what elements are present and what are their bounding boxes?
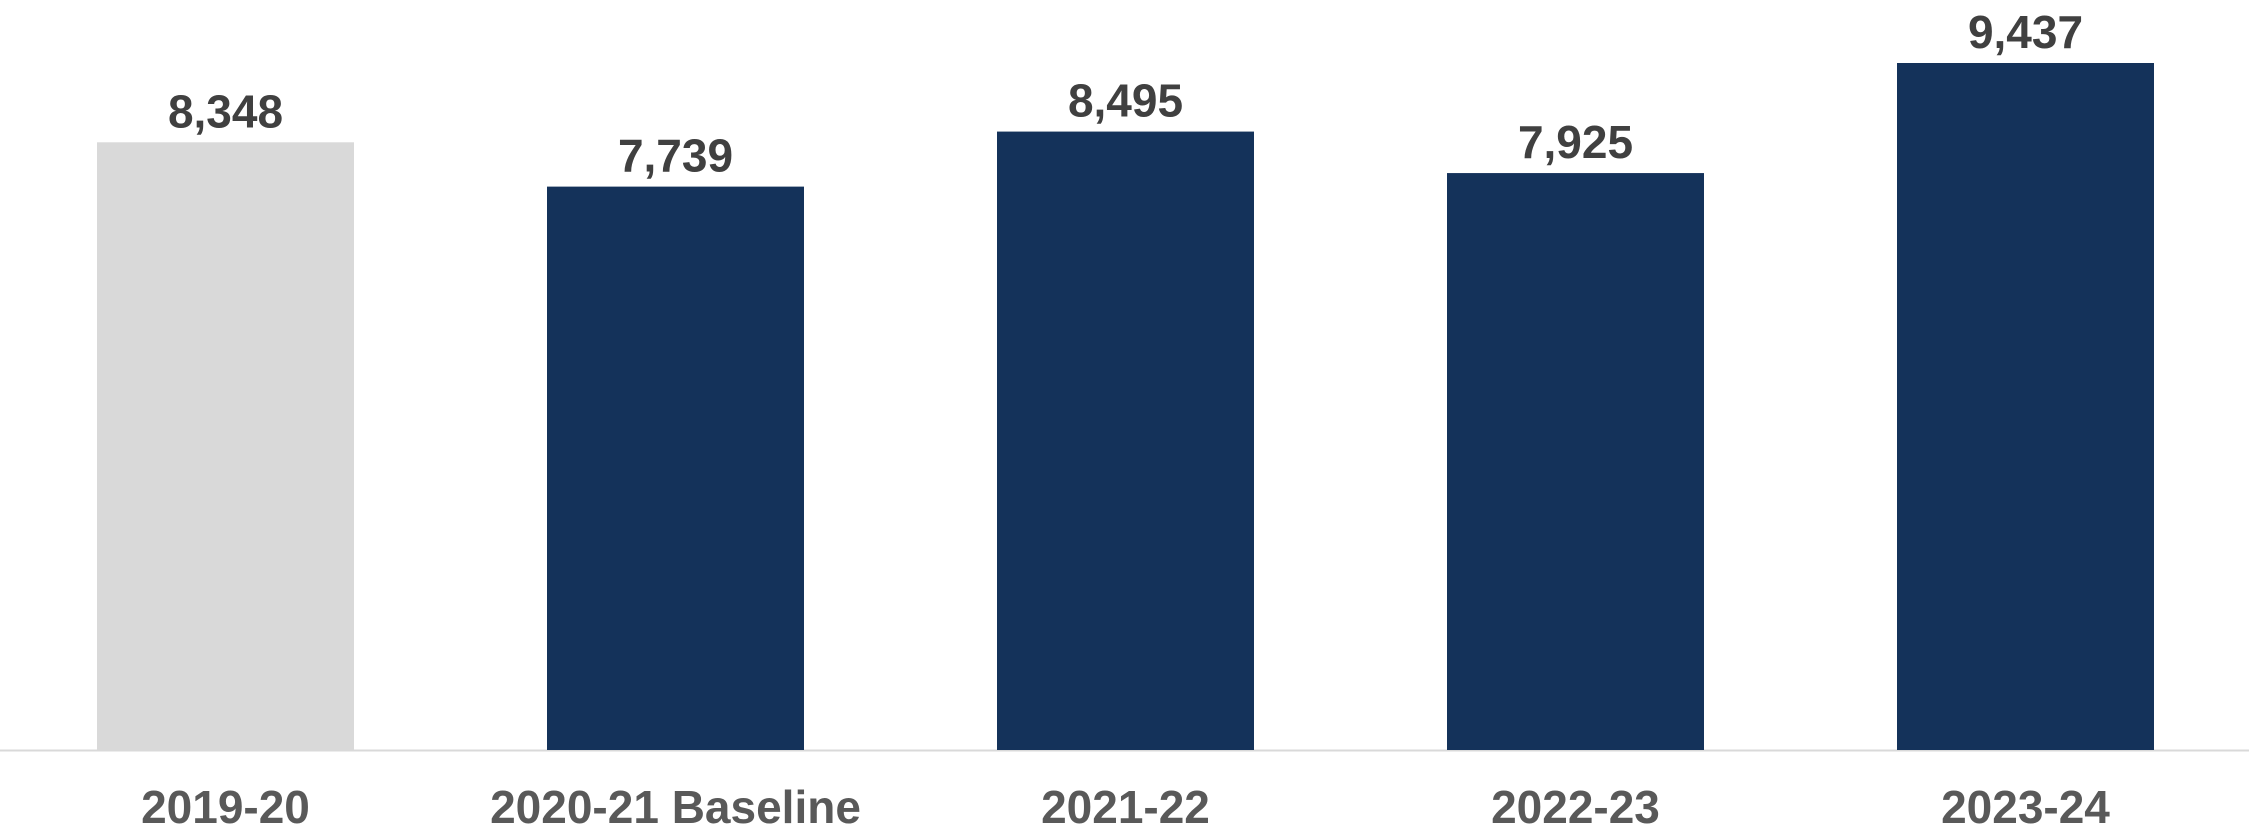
category-labels-group: 2019-20 2020-21 Baseline 2021-22 2022-23 202… [141, 781, 2110, 832]
value-label-1: 7,739 [618, 130, 733, 182]
bars-group [97, 63, 2154, 751]
value-label-0: 8,348 [168, 85, 283, 137]
bar-3 [1447, 173, 1704, 751]
value-labels-group: 8,348 7,739 8,495 7,925 9,437 [168, 6, 2083, 182]
category-label-0: 2019-20 [141, 781, 310, 832]
bar-2 [997, 131, 1254, 751]
value-label-2: 8,495 [1068, 75, 1183, 127]
value-label-4: 9,437 [1968, 6, 2083, 58]
category-label-1: 2020-21 Baseline [490, 781, 861, 832]
category-label-2: 2021-22 [1041, 781, 1210, 832]
bar-4 [1897, 63, 2154, 750]
value-label-3: 7,925 [1518, 116, 1633, 168]
category-label-3: 2022-23 [1491, 781, 1660, 832]
bar-0 [97, 142, 354, 750]
bar-1 [547, 186, 804, 751]
category-label-4: 2023-24 [1941, 781, 2110, 832]
